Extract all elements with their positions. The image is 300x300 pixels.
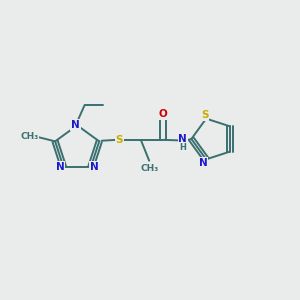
Text: CH₃: CH₃ — [20, 132, 38, 141]
Text: S: S — [116, 135, 123, 145]
Text: CH₃: CH₃ — [141, 164, 159, 173]
Text: H: H — [179, 143, 186, 152]
Text: O: O — [159, 109, 167, 119]
Text: N: N — [56, 162, 64, 172]
Text: N: N — [199, 158, 208, 168]
Text: S: S — [201, 110, 208, 120]
Text: N: N — [90, 162, 99, 172]
Text: N: N — [178, 134, 187, 144]
Text: N: N — [71, 120, 80, 130]
